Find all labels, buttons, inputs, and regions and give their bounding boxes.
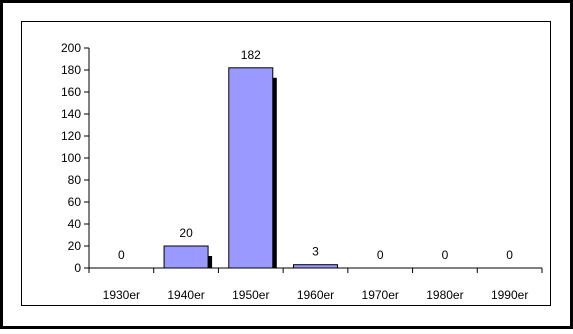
y-axis: 0 20 40 60 80 100 120 140 160 180 200: [61, 41, 90, 275]
x-tick-label: 1930er: [103, 288, 140, 302]
bar-1960er: [292, 264, 339, 269]
bar-shadow: [272, 77, 277, 268]
y-tick-label: 120: [61, 129, 81, 143]
y-tick-label: 20: [68, 239, 82, 253]
y-tick-label: 160: [61, 85, 81, 99]
x-tick-label: 1970er: [362, 288, 399, 302]
y-tick-label: 200: [61, 41, 81, 55]
y-tick-label: 180: [61, 63, 81, 77]
y-tick-label: 140: [61, 107, 81, 121]
data-label: 0: [442, 248, 449, 262]
y-tick-label: 0: [74, 261, 81, 275]
plot-area-frame: [21, 21, 551, 306]
data-label: 3: [312, 245, 319, 259]
data-label: 182: [241, 48, 261, 62]
data-label: 0: [506, 248, 513, 262]
x-tick-label: 1950er: [232, 288, 269, 302]
data-labels: 0 20 182 3 0 0 0: [118, 48, 513, 262]
y-tick-label: 40: [68, 217, 82, 231]
y-tick-label: 60: [68, 195, 82, 209]
bar-1940er: [163, 245, 209, 269]
y-tick-label: 100: [61, 151, 81, 165]
data-label: 0: [118, 248, 125, 262]
bar-shadow: [208, 256, 213, 268]
x-tick-label: 1990er: [491, 288, 528, 302]
data-label: 20: [179, 226, 193, 240]
x-tick-label: 1940er: [167, 288, 204, 302]
data-label: 0: [377, 248, 384, 262]
x-tick-label: 1980er: [426, 288, 463, 302]
bars: [163, 67, 339, 269]
x-tick-label: 1960er: [297, 288, 334, 302]
y-tick-label: 80: [68, 173, 82, 187]
bar-1950er: [228, 67, 274, 269]
